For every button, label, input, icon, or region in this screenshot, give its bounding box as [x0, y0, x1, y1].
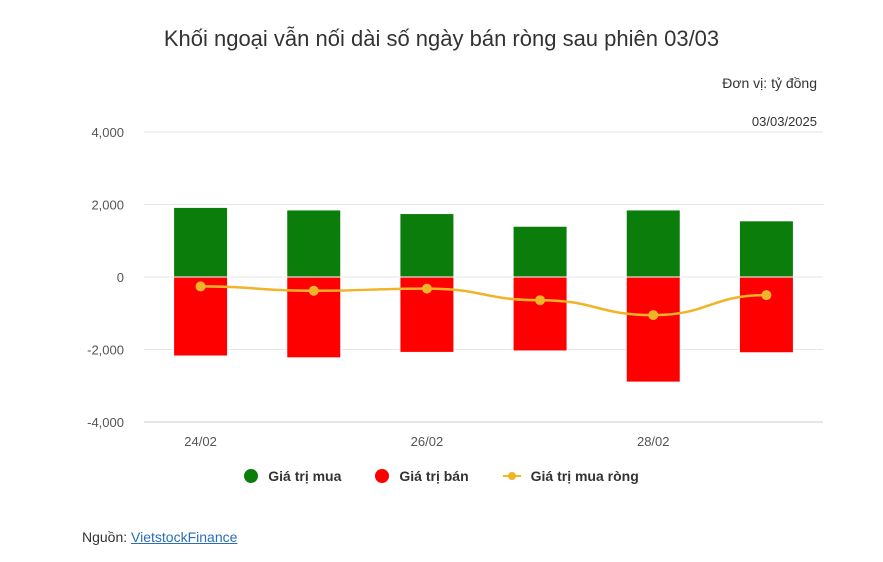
legend-item-sell[interactable]: Giá trị bán — [375, 468, 469, 484]
legend-item-net[interactable]: Giá trị mua ròng — [502, 468, 639, 484]
chart-area: 4,000 2,000 0 -2,000 -4,000 24/02 26/02 28/02 — [87, 125, 823, 449]
buy-bar — [399, 213, 455, 278]
sell-bar — [512, 276, 568, 352]
legend-net-label: Giá trị mua ròng — [530, 468, 639, 484]
legend-buy-label: Giá trị mua — [268, 468, 342, 484]
sell-bar — [738, 276, 794, 354]
net-line — [200, 285, 767, 317]
net-point — [648, 310, 659, 321]
buy-bar — [512, 225, 568, 278]
buy-bar — [738, 220, 794, 278]
date-label: 03/03/2025 — [751, 114, 817, 129]
source-note: Nguồn: VietstockFinance — [82, 529, 237, 545]
y-tick-label: -4,000 — [87, 415, 124, 430]
y-tick-label: 0 — [117, 270, 124, 285]
net-point — [308, 285, 319, 296]
buy-bar — [625, 209, 681, 278]
y-tick-label: 2,000 — [91, 198, 124, 213]
legend-sell-marker — [375, 469, 390, 483]
buy-bar — [173, 206, 229, 278]
chart-legend: Giá trị mua Giá trị bán Giá trị mua ròng — [0, 468, 883, 484]
net-point — [195, 281, 206, 292]
x-tick-label: 26/02 — [411, 434, 444, 449]
net-point — [761, 290, 772, 301]
buy-bar — [286, 209, 342, 278]
y-tick-label: 4,000 — [91, 125, 124, 140]
net-point — [535, 295, 546, 306]
net-point — [421, 283, 432, 294]
sell-bar — [625, 276, 681, 383]
chart-title: Khối ngoại vẫn nối dài số ngày bán ròng … — [163, 26, 720, 51]
source-prefix: Nguồn: — [82, 529, 132, 545]
y-tick-label: -2,000 — [87, 343, 124, 358]
legend-buy-marker — [244, 469, 259, 483]
legend-net-marker — [502, 471, 521, 481]
x-tick-label: 28/02 — [637, 434, 670, 449]
unit-label: Đơn vị: tỷ đồng — [722, 75, 817, 91]
x-tick-label: 24/02 — [184, 434, 217, 449]
source-link[interactable]: VietstockFinance — [131, 529, 238, 545]
legend-sell-label: Giá trị bán — [399, 468, 469, 484]
legend-item-buy[interactable]: Giá trị mua — [244, 468, 341, 484]
